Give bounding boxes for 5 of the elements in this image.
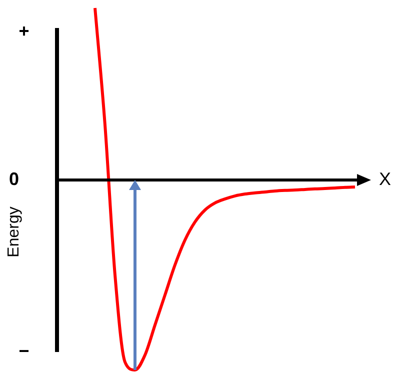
text: + [18, 20, 30, 41]
y-axis-title: Energy [5, 206, 22, 258]
text: − [18, 340, 30, 361]
text: 0 [8, 168, 20, 189]
x-axis-title: X [378, 168, 392, 189]
